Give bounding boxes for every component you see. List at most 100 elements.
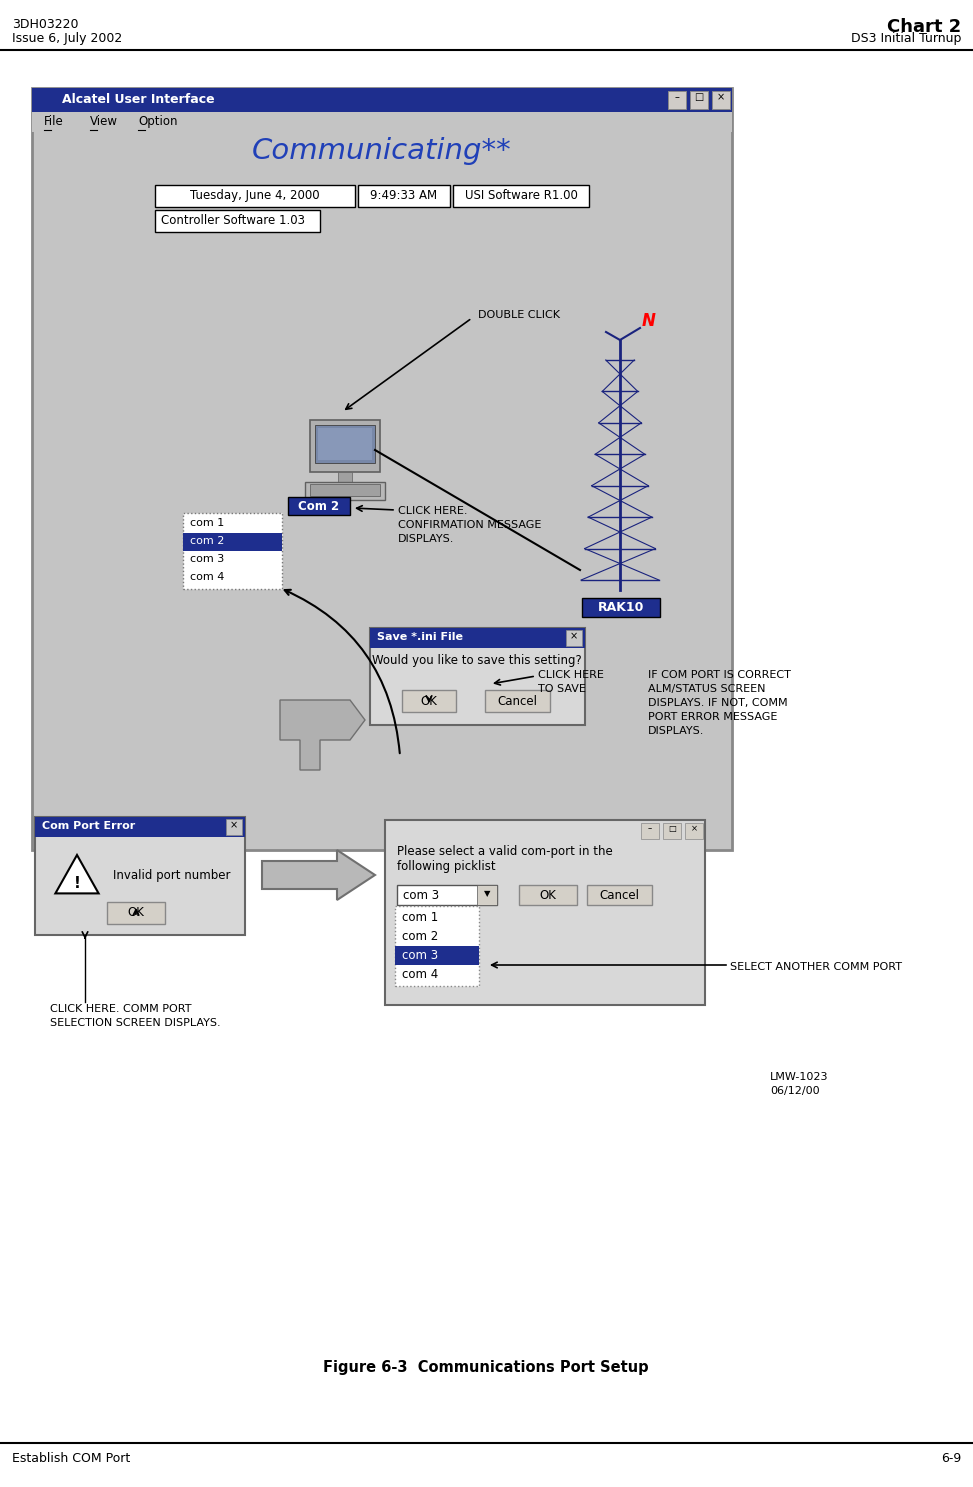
Bar bbox=[32, 88, 732, 851]
Text: Issue 6, July 2002: Issue 6, July 2002 bbox=[12, 33, 123, 45]
Text: 06/12/00: 06/12/00 bbox=[770, 1086, 819, 1096]
Bar bbox=[35, 816, 245, 837]
Text: com 3: com 3 bbox=[402, 949, 438, 962]
Text: 3DH03220: 3DH03220 bbox=[12, 18, 79, 31]
Text: □: □ bbox=[695, 92, 703, 103]
Text: Invalid port number: Invalid port number bbox=[113, 868, 231, 882]
Text: Would you like to save this setting?: Would you like to save this setting? bbox=[372, 654, 582, 668]
Text: □: □ bbox=[668, 824, 676, 833]
Text: DISPLAYS.: DISPLAYS. bbox=[648, 726, 704, 736]
Bar bbox=[315, 425, 375, 462]
Text: DISPLAYS. IF NOT, COMM: DISPLAYS. IF NOT, COMM bbox=[648, 697, 787, 708]
Text: Chart 2: Chart 2 bbox=[886, 18, 961, 36]
Text: File: File bbox=[44, 114, 64, 128]
Text: PORT ERROR MESSAGE: PORT ERROR MESSAGE bbox=[648, 712, 777, 723]
Text: SELECTION SCREEN DISPLAYS.: SELECTION SCREEN DISPLAYS. bbox=[50, 1019, 221, 1028]
Bar bbox=[668, 91, 686, 109]
Polygon shape bbox=[262, 851, 375, 900]
Text: CLICK HERE: CLICK HERE bbox=[538, 671, 604, 680]
Text: SELECT ANOTHER COMM PORT: SELECT ANOTHER COMM PORT bbox=[730, 962, 902, 972]
Text: View: View bbox=[90, 114, 118, 128]
Text: Establish COM Port: Establish COM Port bbox=[12, 1451, 130, 1465]
Bar bbox=[690, 91, 708, 109]
Text: Option: Option bbox=[138, 114, 177, 128]
Text: Alcatel User Interface: Alcatel User Interface bbox=[62, 94, 215, 106]
Text: Cancel: Cancel bbox=[599, 889, 639, 903]
Text: com 1: com 1 bbox=[190, 517, 224, 528]
Bar bbox=[453, 184, 589, 207]
Bar bbox=[32, 112, 732, 132]
Bar bbox=[155, 184, 355, 207]
Bar bbox=[477, 885, 497, 906]
Text: OK: OK bbox=[420, 694, 438, 708]
Text: ×: × bbox=[691, 824, 698, 833]
Text: com 3: com 3 bbox=[190, 555, 224, 564]
Bar bbox=[338, 471, 352, 482]
Text: Com Port Error: Com Port Error bbox=[42, 821, 135, 831]
Bar bbox=[370, 628, 585, 726]
Text: Com 2: Com 2 bbox=[299, 500, 340, 513]
Bar bbox=[310, 419, 380, 471]
Text: Figure 6-3  Communications Port Setup: Figure 6-3 Communications Port Setup bbox=[323, 1361, 649, 1375]
Text: IF COM PORT IS CORRECT: IF COM PORT IS CORRECT bbox=[648, 671, 791, 680]
Bar bbox=[395, 906, 479, 986]
Text: com 2: com 2 bbox=[190, 535, 225, 546]
Text: LMW-1023: LMW-1023 bbox=[770, 1072, 828, 1083]
Bar bbox=[641, 822, 659, 839]
Bar bbox=[663, 822, 681, 839]
Text: ×: × bbox=[570, 630, 578, 641]
Text: !: ! bbox=[74, 876, 81, 892]
Text: com 3: com 3 bbox=[403, 889, 439, 903]
Text: com 4: com 4 bbox=[190, 572, 225, 581]
Bar bbox=[35, 816, 245, 935]
Text: ×: × bbox=[230, 819, 238, 830]
Text: TO SAVE: TO SAVE bbox=[538, 684, 586, 694]
Text: Communicating**: Communicating** bbox=[252, 137, 512, 165]
Text: DS3 Initial Turnup: DS3 Initial Turnup bbox=[850, 33, 961, 45]
Text: CLICK HERE. COMM PORT: CLICK HERE. COMM PORT bbox=[50, 1004, 192, 1014]
Bar bbox=[402, 690, 456, 712]
Text: DOUBLE CLICK: DOUBLE CLICK bbox=[478, 309, 560, 320]
Text: USI Software R1.00: USI Software R1.00 bbox=[464, 189, 577, 202]
Bar bbox=[395, 946, 479, 965]
Text: RAK10: RAK10 bbox=[597, 601, 644, 614]
Text: com 4: com 4 bbox=[402, 968, 438, 981]
Bar bbox=[712, 91, 730, 109]
Bar bbox=[305, 482, 385, 500]
Text: following picklist: following picklist bbox=[397, 859, 495, 873]
Bar bbox=[370, 628, 585, 648]
Text: Controller Software 1.03: Controller Software 1.03 bbox=[161, 214, 305, 228]
Bar bbox=[183, 532, 282, 552]
Bar bbox=[155, 210, 320, 232]
Polygon shape bbox=[280, 700, 365, 770]
Text: 9:49:33 AM: 9:49:33 AM bbox=[371, 189, 438, 202]
Text: com 1: com 1 bbox=[402, 912, 438, 923]
Text: com 2: com 2 bbox=[402, 929, 438, 943]
Bar bbox=[318, 428, 372, 459]
Text: CLICK HERE.: CLICK HERE. bbox=[398, 506, 467, 516]
Text: –: – bbox=[648, 824, 652, 833]
Text: CONFIRMATION MESSAGE: CONFIRMATION MESSAGE bbox=[398, 520, 541, 529]
Bar bbox=[32, 88, 732, 112]
Text: 6-9: 6-9 bbox=[941, 1451, 961, 1465]
Bar bbox=[397, 885, 497, 906]
Text: DISPLAYS.: DISPLAYS. bbox=[398, 534, 454, 544]
Text: Please select a valid com-port in the: Please select a valid com-port in the bbox=[397, 845, 613, 858]
Polygon shape bbox=[55, 855, 98, 894]
Bar bbox=[519, 885, 577, 906]
Text: ▼: ▼ bbox=[484, 889, 490, 898]
Text: OK: OK bbox=[127, 906, 144, 919]
Bar bbox=[358, 184, 450, 207]
Bar bbox=[485, 690, 550, 712]
Bar bbox=[183, 513, 282, 589]
Bar bbox=[385, 819, 705, 1005]
Bar bbox=[587, 885, 652, 906]
Bar bbox=[685, 822, 703, 839]
Bar bbox=[582, 598, 660, 617]
Bar bbox=[288, 497, 350, 515]
Text: Tuesday, June 4, 2000: Tuesday, June 4, 2000 bbox=[190, 189, 320, 202]
Text: ALM/STATUS SCREEN: ALM/STATUS SCREEN bbox=[648, 684, 766, 694]
Text: N: N bbox=[642, 312, 656, 330]
Bar bbox=[107, 903, 165, 923]
Text: OK: OK bbox=[540, 889, 557, 903]
